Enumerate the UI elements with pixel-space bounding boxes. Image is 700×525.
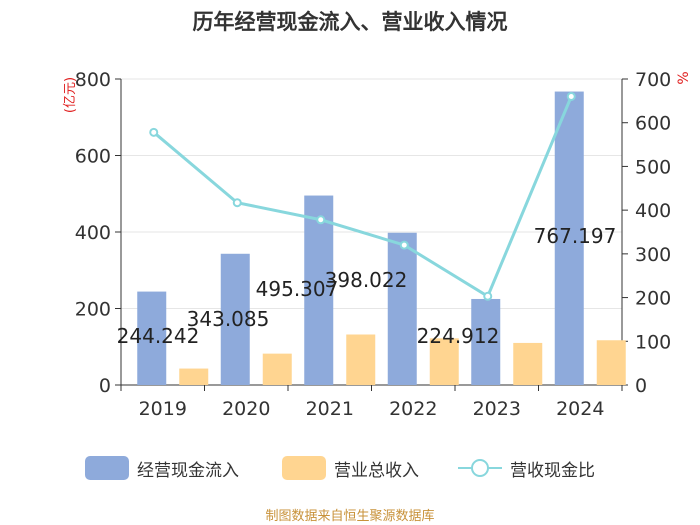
y-right-tick-label: 200 (635, 288, 671, 310)
y-right-tick-label: 300 (635, 244, 671, 266)
data-label-cash-inflow: 495.307 (256, 277, 339, 301)
bar-cash-inflow (471, 298, 501, 385)
point-ratio (149, 127, 159, 137)
legend-label-revenue: 营业总收入 (334, 460, 419, 481)
y-left-tick-label: 600 (75, 146, 111, 168)
legend-item-ratio[interactable]: 营收现金比 (458, 452, 595, 484)
bar-revenue (262, 353, 292, 385)
y-right-tick-label: 400 (635, 200, 671, 222)
data-label-cash-inflow: 224.912 (417, 324, 500, 348)
bar-cash-inflow (554, 91, 584, 385)
bar-cash-inflow (387, 232, 417, 385)
y-left-tick-label: 200 (75, 299, 111, 321)
x-tick-label: 2022 (389, 398, 437, 420)
legend: 经营现金流入 营业总收入 营收现金比 (0, 452, 700, 484)
y-left-tick-label: 800 (75, 69, 111, 91)
x-tick-label: 2021 (306, 398, 354, 420)
bar-revenue (513, 342, 543, 385)
data-label-cash-inflow: 244.242 (117, 324, 200, 348)
y-right-axis-label: % (676, 71, 692, 84)
x-tick-label: 2019 (139, 398, 187, 420)
y-left-tick-label: 0 (99, 375, 111, 397)
legend-line-ratio-icon (458, 456, 502, 480)
point-ratio (316, 215, 326, 225)
legend-swatch-cash-inflow (85, 456, 129, 480)
y-right-tick-label: 0 (635, 375, 647, 397)
y-right-tick-label: 100 (635, 331, 671, 353)
y-left-axis-label: (亿元) (63, 77, 78, 113)
x-tick-label: 2020 (222, 398, 270, 420)
legend-label-ratio: 营收现金比 (510, 460, 595, 481)
legend-swatch-revenue (282, 456, 326, 480)
bar-cash-inflow (220, 253, 250, 385)
bar-revenue (429, 338, 459, 385)
y-right-tick-label: 600 (635, 113, 671, 135)
x-tick-label: 2024 (556, 398, 604, 420)
bar-cash-inflow (304, 195, 334, 385)
data-label-cash-inflow: 343.085 (187, 307, 270, 331)
source-note: 制图数据来自恒生聚源数据库 (265, 509, 435, 524)
x-tick-label: 2023 (473, 398, 521, 420)
bar-revenue (346, 334, 376, 385)
y-right-tick-label: 700 (635, 69, 671, 91)
line-ratio (152, 95, 573, 299)
bar-cash-inflow (137, 291, 167, 385)
data-label-cash-inflow: 767.197 (534, 224, 617, 248)
bar-revenue (596, 340, 626, 385)
chart-title: 历年经营现金流入、营业收入情况 (192, 10, 508, 34)
point-ratio (399, 240, 409, 250)
bar-revenue (179, 368, 209, 385)
data-label-cash-inflow: 398.022 (325, 268, 408, 292)
point-ratio (566, 91, 576, 101)
legend-label-cash-inflow: 经营现金流入 (137, 460, 239, 481)
y-right-tick-label: 500 (635, 156, 671, 178)
legend-item-revenue[interactable]: 营业总收入 (282, 452, 419, 484)
y-left-tick-label: 400 (75, 222, 111, 244)
point-ratio (232, 198, 242, 208)
legend-item-cash-inflow[interactable]: 经营现金流入 (85, 452, 239, 484)
point-ratio (483, 291, 493, 301)
